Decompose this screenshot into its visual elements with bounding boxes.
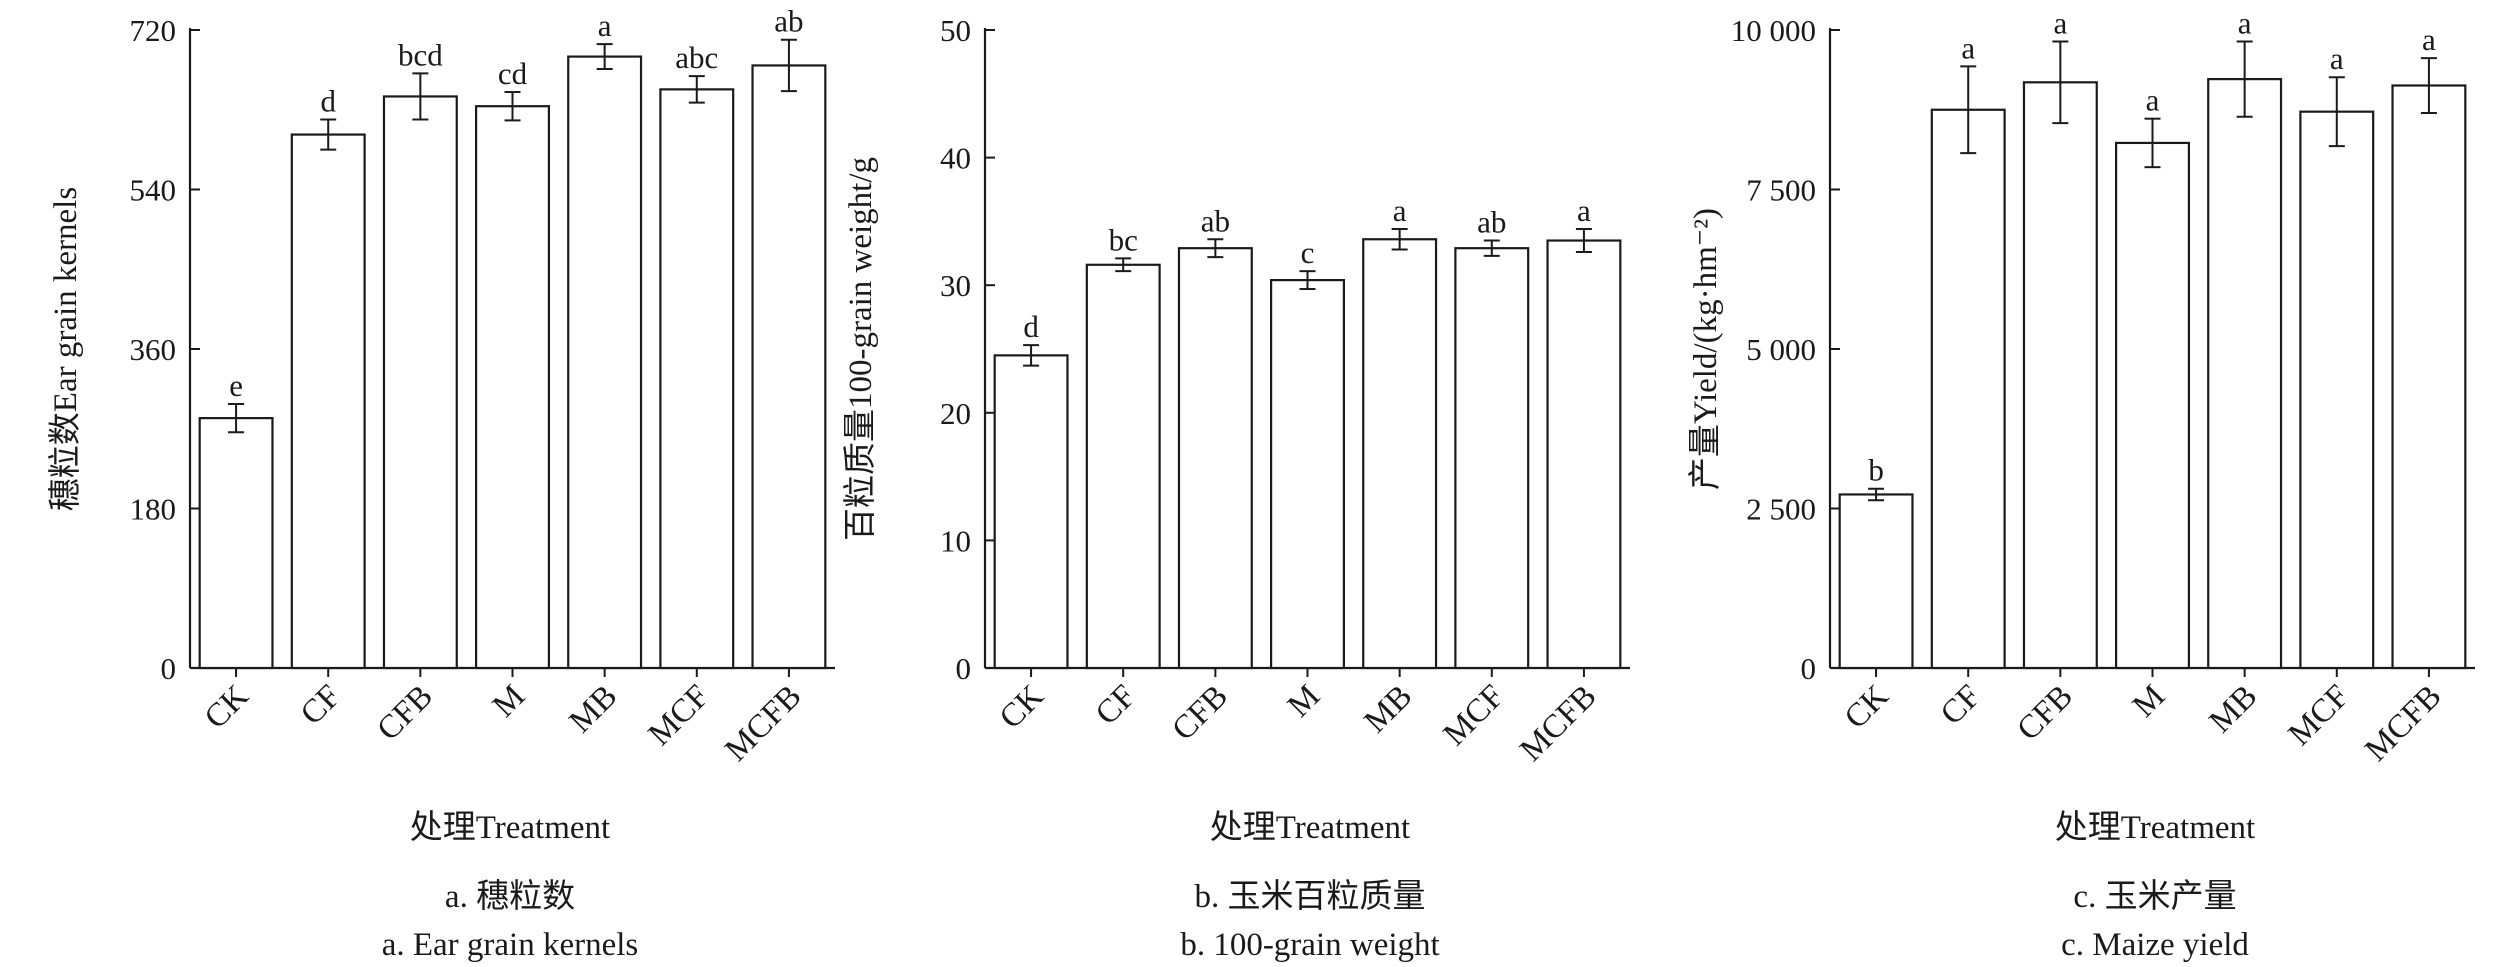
x-tick-label-mcf: MCF: [2282, 678, 2357, 753]
significance-label-mcf: abc: [675, 40, 718, 75]
y-tick-label: 360: [130, 332, 177, 367]
x-axis-title: 处理Treatment: [410, 809, 610, 846]
bar-mcf: [659, 88, 735, 670]
caption-en: a. Ear grain kernels: [382, 927, 639, 963]
y-tick-label: 0: [161, 651, 177, 686]
y-tick-label: 20: [940, 396, 971, 431]
significance-label-cf: a: [1961, 30, 1975, 65]
x-tick-label-m: M: [1281, 678, 1327, 724]
bar-cf: [1930, 108, 2006, 670]
bar-m: [2115, 141, 2190, 670]
significance-label-mb: a: [598, 8, 612, 43]
x-tick-label-mcfb: MCFB: [718, 678, 808, 768]
significance-label-mcf: ab: [1477, 205, 1506, 240]
y-tick-label: 50: [940, 13, 971, 48]
bar-cfb: [1177, 247, 1253, 670]
y-tick-label: 5 000: [1746, 332, 1816, 367]
x-tick-label-mb: MB: [2203, 678, 2265, 740]
y-tick-label: 40: [940, 141, 971, 176]
significance-label-cfb: a: [2053, 5, 2067, 40]
significance-label-ck: e: [229, 368, 243, 403]
bar-mb: [567, 55, 643, 670]
significance-label-cf: bc: [1109, 222, 1138, 257]
panel-100-grain-weight: 0 10 20 30 40 50 d CK bc CF ab CFB c Ma MB ab MCF a MCFB 百粒…: [842, 13, 1630, 963]
y-tick-label: 180: [130, 492, 177, 527]
x-tick-label-cfb: CFB: [2010, 678, 2080, 748]
bar-cfb: [382, 95, 458, 670]
x-tick-label-mcfb: MCFB: [1513, 678, 1603, 768]
significance-label-cf: d: [320, 83, 336, 118]
y-tick-label: 30: [940, 268, 971, 303]
x-axis-title: 处理Treatment: [1210, 809, 1410, 846]
bar-mcfb: [2391, 84, 2467, 670]
caption-cn: c. 玉米产量: [2073, 878, 2236, 915]
bar-cf: [1085, 263, 1161, 670]
y-tick-label: 720: [130, 13, 177, 48]
significance-label-cfb: ab: [1201, 203, 1230, 238]
x-tick-label-cf: CF: [1089, 678, 1143, 732]
y-tick-label: 10: [940, 523, 971, 558]
y-tick-label: 0: [1801, 651, 1817, 686]
y-tick-label: 7 500: [1746, 173, 1816, 208]
significance-label-m: c: [1301, 235, 1315, 270]
bar-mb: [2207, 78, 2283, 670]
caption-en: b. 100-grain weight: [1180, 927, 1439, 963]
x-tick-label-ck: CK: [993, 678, 1051, 736]
x-tick-label-cfb: CFB: [1165, 678, 1235, 748]
y-axis-title: 百粒质量100-grain weight/g: [842, 157, 879, 541]
x-tick-label-cf: CF: [1934, 678, 1988, 732]
bar-mcf: [2299, 110, 2375, 670]
bar-mb: [1362, 238, 1438, 670]
x-tick-label-mb: MB: [1358, 678, 1420, 740]
significance-label-ck: b: [1868, 453, 1884, 488]
bar-mcf: [1454, 247, 1530, 670]
x-tick-label-mb: MB: [563, 678, 625, 740]
y-tick-label: 540: [130, 173, 177, 208]
y-tick-label: 2 500: [1746, 492, 1816, 527]
x-tick-label-cf: CF: [294, 678, 348, 732]
significance-label-ck: d: [1023, 309, 1039, 344]
x-tick-label-ck: CK: [1838, 678, 1896, 736]
significance-label-mcfb: a: [2422, 22, 2436, 57]
significance-label-mcfb: ab: [774, 4, 803, 39]
panel-maize-yield: 0 2 500 5 000 7 500 10 000 b CK a CF a CFB a Ma MB a MC…: [1687, 5, 2475, 963]
x-tick-label-m: M: [2126, 678, 2172, 724]
x-tick-label-mcf: MCF: [1437, 678, 1512, 753]
panel-ear-grain-kernels: 0 180 360 540 720 e CK d CF bcd CFB cd Ma MB abc MCF ab M…: [47, 4, 835, 963]
bar-mcfb: [751, 64, 827, 670]
significance-label-mb: a: [1393, 193, 1407, 228]
bar-mcfb: [1546, 239, 1622, 670]
x-tick-label-m: M: [486, 678, 532, 724]
significance-label-mcfb: a: [1577, 193, 1591, 228]
x-tick-label-mcfb: MCFB: [2358, 678, 2448, 768]
x-axis-title: 处理Treatment: [2055, 809, 2255, 846]
bar-cfb: [2022, 81, 2098, 670]
y-axis-title: 产量Yield/(kg·hm⁻²): [1687, 208, 1724, 490]
significance-label-cfb: bcd: [398, 37, 443, 72]
y-axis-title: 穗粒数Ear grain kernels: [47, 187, 84, 511]
caption-en: c. Maize yield: [2061, 927, 2249, 963]
bar-ck: [993, 354, 1069, 670]
x-tick-label-mcf: MCF: [642, 678, 717, 753]
bar-m: [1270, 278, 1345, 670]
significance-label-mb: a: [2238, 5, 2252, 40]
bar-ck: [1838, 493, 1914, 670]
y-tick-label: 0: [956, 651, 972, 686]
significance-label-m: a: [2146, 83, 2160, 118]
caption-cn: a. 穗粒数: [445, 878, 575, 915]
bar-cf: [290, 133, 366, 670]
bar-ck: [198, 417, 274, 670]
x-tick-label-cfb: CFB: [370, 678, 440, 748]
bar-m: [475, 105, 550, 670]
y-tick-label: 10 000: [1731, 13, 1816, 48]
x-tick-label-ck: CK: [198, 678, 256, 736]
caption-cn: b. 玉米百粒质量: [1195, 878, 1426, 915]
significance-label-mcf: a: [2330, 41, 2344, 76]
significance-label-m: cd: [498, 56, 528, 91]
